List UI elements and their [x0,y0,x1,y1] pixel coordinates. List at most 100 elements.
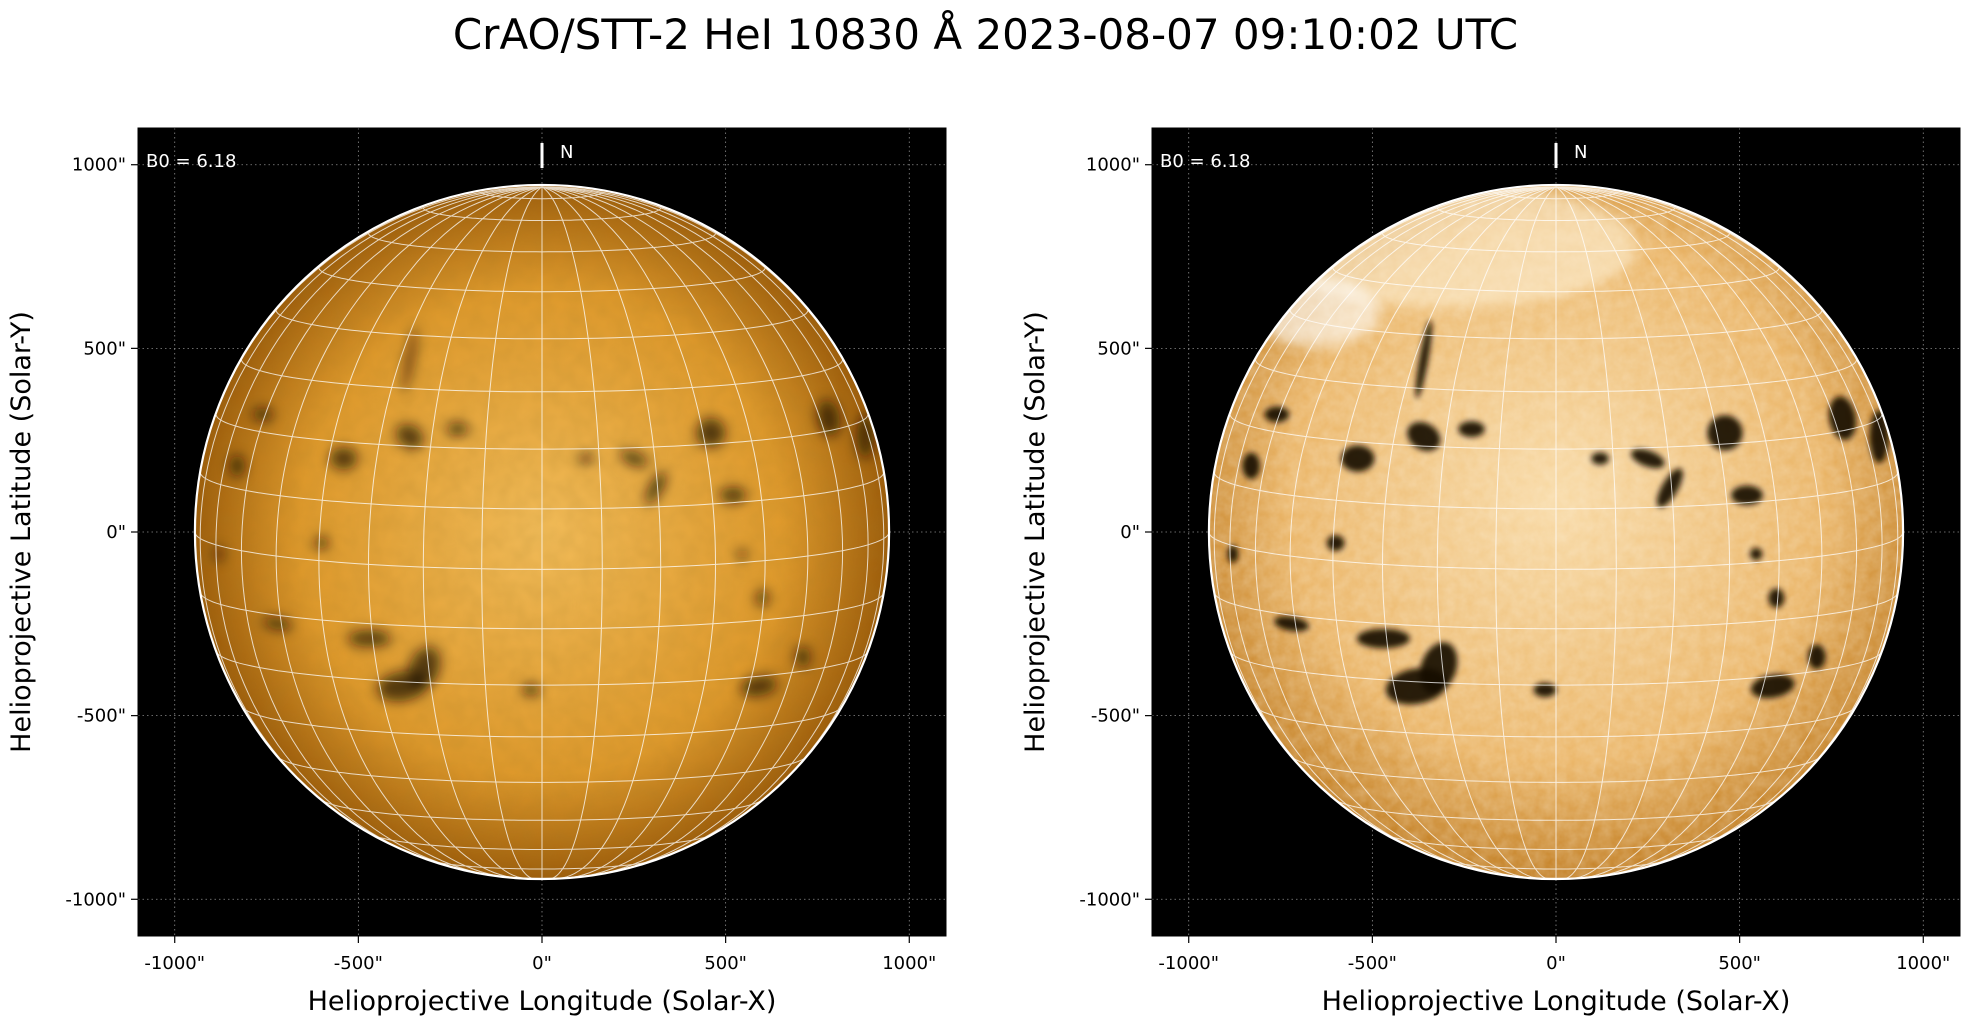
y-tick-label: 500" [83,338,126,359]
longitude-line [1555,186,1823,877]
dark-filament [1407,422,1441,451]
y-tick-label: -1000" [1079,889,1140,910]
x-axis-label: Helioprojective Longitude (Solar-X) [1322,986,1791,1017]
dark-filament [795,646,811,668]
longitude-line [541,186,717,879]
longitude-line [367,186,543,879]
dark-filament [1731,485,1763,505]
longitude-line [541,186,809,877]
longitude-line [541,186,603,880]
dark-filament [252,407,274,422]
dark-features [214,326,874,702]
dark-filament [521,684,541,696]
dark-filament [446,422,469,436]
dark-filament [1227,545,1239,563]
longitude-line [318,186,543,879]
longitude-line [541,186,766,879]
longitude-line [275,186,543,877]
longitude-line [422,186,543,880]
x-tick-label: -1000" [1158,953,1219,974]
x-tick-label: 1000" [1896,953,1950,974]
dark-filament [755,590,769,607]
y-tick-label: 0" [1120,522,1140,543]
dark-filament [1869,410,1889,463]
dark-filament [619,450,648,467]
dark-filament [1356,628,1410,649]
longitude-line [541,186,662,880]
panel-left: N B0 = 6.18 -1000" -500" 0" 500" 1000" 1000" 500… [6,127,947,1017]
x-tick-label: -500" [334,953,383,974]
longitude-line [1381,186,1557,879]
dark-filament [1326,535,1345,551]
dark-filament [1340,445,1375,472]
dark-filament [737,548,748,560]
longitude-line [1555,186,1617,880]
x-tick-label: 500" [1718,953,1761,974]
dark-filament [263,617,293,631]
dark-filament [740,676,777,697]
north-label: N [1574,142,1587,163]
dark-filament [1242,452,1260,480]
y-tick-label: 1000" [1086,155,1140,176]
b0-label: B0 = 6.18 [1160,151,1250,172]
longitude-line [481,186,543,880]
longitude-line [215,186,543,865]
dark-filament [578,453,594,464]
dark-filament [229,454,245,477]
x-tick-label: -500" [1348,953,1397,974]
dark-features [1227,320,1889,705]
north-label: N [560,142,573,163]
longitude-line [1495,186,1557,880]
y-tick-label: -500" [1091,706,1140,727]
longitude-line [1289,186,1557,877]
heliographic-grid [194,186,890,880]
y-tick-label: -1000" [65,889,126,910]
dark-filament [719,487,747,504]
dark-filament [329,447,358,470]
dark-filament [402,326,417,392]
longitude-line [1254,186,1557,872]
dark-filament [1707,415,1743,451]
x-tick-label: -1000" [144,953,205,974]
longitude-line [1555,186,1858,872]
y-tick-label: 1000" [72,155,126,176]
dark-filament [1458,421,1485,438]
longitude-line [1213,186,1557,829]
dark-filament [1419,642,1458,694]
longitude-line [1555,186,1883,865]
x-tick-label: 500" [704,953,747,974]
longitude-line [1436,186,1557,880]
dark-filament [1274,616,1309,632]
dark-filament [1415,320,1432,399]
dark-filament [696,418,726,448]
x-tick-label: 0" [532,953,552,974]
dark-filament [1807,644,1826,670]
longitude-line [240,186,543,872]
dark-filament [857,414,874,459]
longitude-line [541,186,885,829]
panel-right: N B0 = 6.18 -1000" -500" 0" 500" 1000" 1000" 500… [1020,127,1961,1017]
dark-filament [1749,547,1763,561]
x-tick-label: 0" [1546,953,1566,974]
dark-filament [1591,452,1609,465]
dark-filament [645,471,667,505]
y-axis-label: Helioprojective Latitude (Solar-Y) [1020,311,1051,753]
longitude-line [541,186,844,872]
longitude-line [541,186,869,865]
dark-filament [1656,468,1683,508]
longitude-line [1555,186,1780,879]
b0-label: B0 = 6.18 [146,151,236,172]
longitude-line [1332,186,1557,879]
solar-disk [194,184,890,880]
dark-filament [1533,682,1557,697]
solar-limb [1207,183,1905,881]
y-tick-label: 0" [106,522,126,543]
y-axis-label: Helioprojective Latitude (Solar-Y) [6,311,37,753]
dark-filament [408,646,441,690]
dark-filament [1631,448,1665,469]
solar-disk [1208,184,1904,880]
x-axis-label: Helioprojective Longitude (Solar-X) [308,986,777,1017]
figure-title: CrAO/STT-2 HeI 10830 Å 2023-08-07 09:10:… [452,10,1519,59]
y-tick-label: 500" [1097,338,1140,359]
